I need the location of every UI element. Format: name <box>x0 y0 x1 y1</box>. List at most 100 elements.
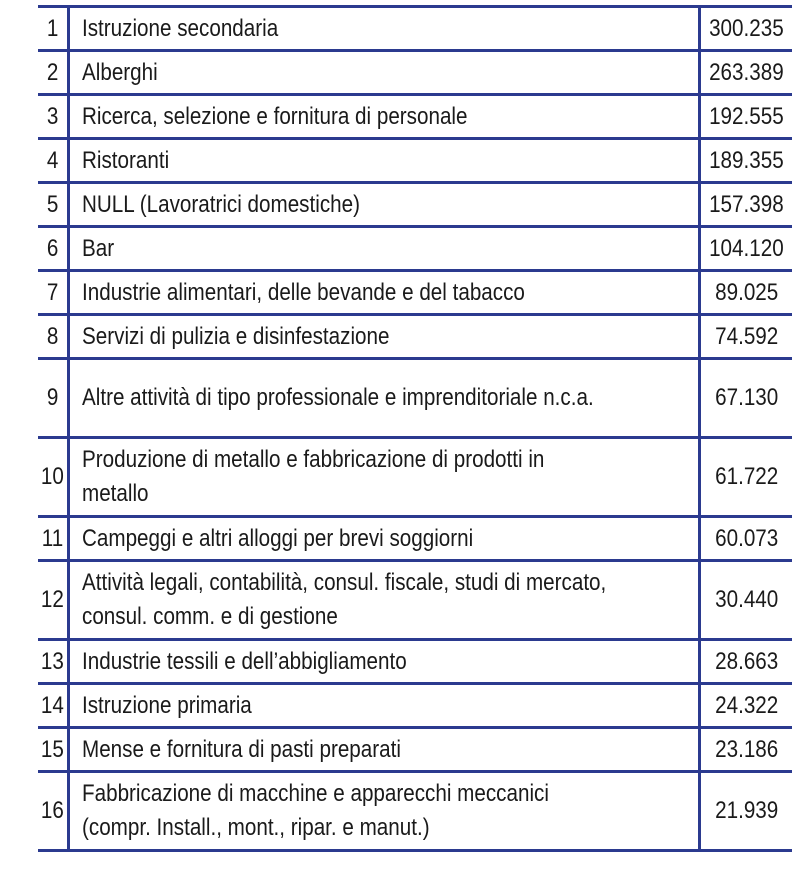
value: 74.592 <box>714 322 779 350</box>
value: 61.722 <box>714 463 779 490</box>
value-cell: 60.073 <box>698 515 792 562</box>
value: 300.235 <box>709 14 784 42</box>
value: 60.073 <box>714 524 779 552</box>
table-row: 12 Attività legali, contabilità, consul. … <box>38 559 792 641</box>
rank: 10 <box>41 463 65 490</box>
sector-name: Ristoranti <box>82 146 170 174</box>
rank-cell: 14 <box>38 682 71 729</box>
sector-name: Altre attività di tipo professionale e i… <box>82 384 594 411</box>
sector-name: Bar <box>82 234 115 262</box>
rank-cell: 8 <box>38 313 71 360</box>
rank: 6 <box>46 234 59 262</box>
rank-cell: 11 <box>38 515 71 562</box>
value: 30.440 <box>714 586 779 613</box>
rank-cell: 13 <box>38 638 71 685</box>
sector-cell: Mense e fornitura di pasti preparati <box>68 726 700 773</box>
value: 263.389 <box>709 58 784 86</box>
sector-name: Mense e fornitura di pasti preparati <box>82 735 402 763</box>
sector-cell: Servizi di pulizia e disinfestazione <box>68 313 700 360</box>
rank: 8 <box>46 322 59 350</box>
sector-cell: Bar <box>68 225 700 272</box>
value-cell: 192.555 <box>698 93 792 140</box>
sector-ranking-table: 1 Istruzione secondaria 300.235 2 Alberghi 26… <box>38 5 792 852</box>
sector-cell: Istruzione primaria <box>68 682 700 729</box>
rank: 1 <box>46 14 59 42</box>
value: 24.322 <box>714 691 779 719</box>
rank-cell: 16 <box>38 770 71 852</box>
value-cell: 157.398 <box>698 181 792 228</box>
sector-name: Servizi di pulizia e disinfestazione <box>82 322 390 350</box>
sector-cell: Altre attività di tipo professionale e i… <box>68 357 700 439</box>
rank-cell: 5 <box>38 181 71 228</box>
table-row: 10 Produzione di metallo e fabbricazione … <box>38 436 792 518</box>
value: 104.120 <box>709 234 784 262</box>
rank-cell: 15 <box>38 726 71 773</box>
table-row: 13 Industrie tessili e dell’abbigliamento… <box>38 638 792 685</box>
sector-name: Industrie tessili e dell’abbigliamento <box>82 647 407 675</box>
rank-cell: 9 <box>38 357 71 439</box>
sector-cell: Industrie alimentari, delle bevande e de… <box>68 269 700 316</box>
rank: 15 <box>41 735 65 763</box>
table-row: 8 Servizi di pulizia e disinfestazione 74.… <box>38 313 792 360</box>
value-cell: 23.186 <box>698 726 792 773</box>
value-cell: 61.722 <box>698 436 792 518</box>
table-row: 11 Campeggi e altri alloggi per brevi sog… <box>38 515 792 562</box>
value-cell: 21.939 <box>698 770 792 852</box>
sector-cell: Ristoranti <box>68 137 700 184</box>
rank-cell: 1 <box>38 5 71 52</box>
table-row: 7 Industrie alimentari, delle bevande e d… <box>38 269 792 316</box>
sector-name: Industrie alimentari, delle bevande e de… <box>82 278 526 306</box>
table-row: 14 Istruzione primaria 24.322 <box>38 682 792 729</box>
rank-cell: 12 <box>38 559 71 641</box>
sector-cell: Industrie tessili e dell’abbigliamento <box>68 638 700 685</box>
value-cell: 89.025 <box>698 269 792 316</box>
sector-name: Ricerca, selezione e fornitura di person… <box>82 102 468 130</box>
value: 192.555 <box>709 102 784 130</box>
rank: 11 <box>41 524 64 552</box>
rank: 12 <box>41 586 65 613</box>
value-cell: 263.389 <box>698 49 792 96</box>
sector-cell: Istruzione secondaria <box>68 5 700 52</box>
value-cell: 30.440 <box>698 559 792 641</box>
table-row: 1 Istruzione secondaria 300.235 <box>38 5 792 52</box>
value-cell: 28.663 <box>698 638 792 685</box>
value: 189.355 <box>709 146 784 174</box>
rank: 16 <box>41 797 65 824</box>
rank: 3 <box>46 102 59 130</box>
rank-cell: 6 <box>38 225 71 272</box>
rank: 7 <box>46 278 59 306</box>
value: 67.130 <box>714 384 779 411</box>
table-row: 2 Alberghi 263.389 <box>38 49 792 96</box>
value-cell: 67.130 <box>698 357 792 439</box>
rank-cell: 4 <box>38 137 71 184</box>
sector-name: Campeggi e altri alloggi per brevi soggi… <box>82 524 474 552</box>
rank: 2 <box>46 58 59 86</box>
value: 21.939 <box>714 797 779 824</box>
value: 28.663 <box>714 647 779 675</box>
table-row: 6 Bar 104.120 <box>38 225 792 272</box>
table-row: 5 NULL (Lavoratrici domestiche) 157.398 <box>38 181 792 228</box>
value-cell: 300.235 <box>698 5 792 52</box>
rank: 14 <box>41 691 65 719</box>
table-row: 3 Ricerca, selezione e fornitura di perso… <box>38 93 792 140</box>
value-cell: 24.322 <box>698 682 792 729</box>
rank: 5 <box>46 190 59 218</box>
value: 157.398 <box>709 190 784 218</box>
sector-name: Attività legali, contabilità, consul. fi… <box>82 569 607 630</box>
sector-name: Fabbricazione di macchine e apparecchi m… <box>82 780 550 841</box>
rank-cell: 7 <box>38 269 71 316</box>
table-row: 15 Mense e fornitura di pasti preparati 23… <box>38 726 792 773</box>
value-cell: 104.120 <box>698 225 792 272</box>
sector-cell: Produzione di metallo e fabbricazione di… <box>68 436 700 518</box>
value-cell: 74.592 <box>698 313 792 360</box>
sector-name: Istruzione primaria <box>82 691 252 719</box>
table-row: 9 Altre attività di tipo professionale e … <box>38 357 792 439</box>
sector-name: Produzione di metallo e fabbricazione di… <box>82 446 545 507</box>
rank: 13 <box>41 647 65 675</box>
sector-cell: NULL (Lavoratrici domestiche) <box>68 181 700 228</box>
sector-cell: Campeggi e altri alloggi per brevi soggi… <box>68 515 700 562</box>
value: 23.186 <box>714 735 779 763</box>
sector-name: Istruzione secondaria <box>82 14 279 42</box>
rank: 9 <box>46 384 59 411</box>
value-cell: 189.355 <box>698 137 792 184</box>
